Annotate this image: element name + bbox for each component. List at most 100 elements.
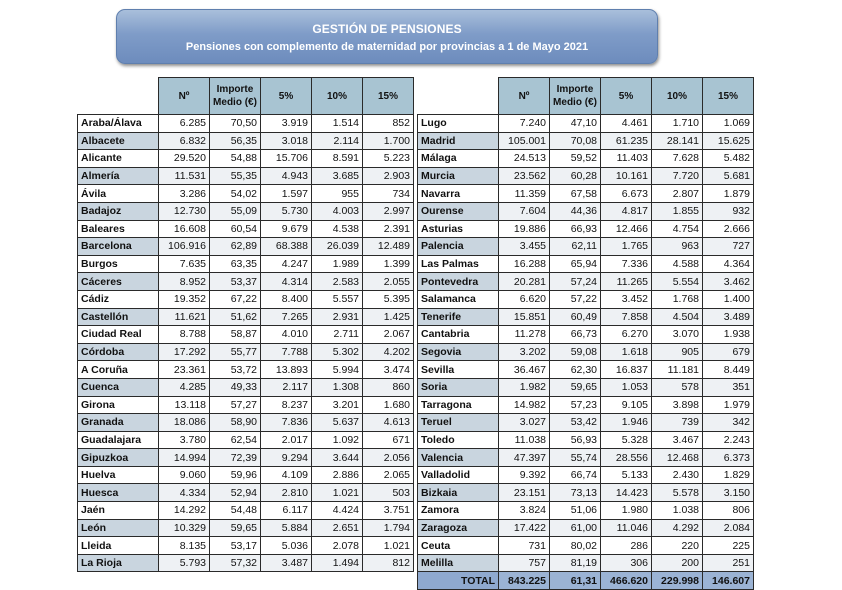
value-cell: 1.700 bbox=[363, 132, 414, 151]
value-cell: 7.628 bbox=[652, 150, 703, 168]
table-header-row: Nº Importe Medio (€) 5% 10% 15% bbox=[417, 77, 754, 115]
value-cell: 55,09 bbox=[210, 202, 261, 221]
province-name-cell: Huesca bbox=[77, 484, 159, 503]
table-row: Cáceres 8.952 53,37 4.314 2.583 2.055 bbox=[77, 273, 414, 291]
value-cell: 3.286 bbox=[159, 185, 210, 203]
value-cell: 53,17 bbox=[210, 537, 261, 555]
table-row: Las Palmas 16.288 65,94 7.336 4.588 4.364 bbox=[417, 255, 754, 274]
province-name-cell: Ávila bbox=[77, 185, 159, 203]
value-cell: 57,22 bbox=[550, 290, 601, 309]
value-cell: 351 bbox=[703, 378, 754, 397]
table-row: Barcelona 106.916 62,89 68.388 26.039 12.489 bbox=[77, 238, 414, 256]
value-cell: 1.794 bbox=[363, 519, 414, 538]
value-cell: 466.620 bbox=[601, 572, 652, 590]
value-cell: 57,32 bbox=[210, 554, 261, 573]
value-cell: 15.706 bbox=[261, 150, 312, 168]
value-cell: 29.520 bbox=[159, 150, 210, 168]
value-cell: 5.793 bbox=[159, 554, 210, 573]
value-cell: 105.001 bbox=[499, 132, 550, 151]
value-cell: 3.644 bbox=[312, 449, 363, 467]
province-name-cell: Palencia bbox=[417, 238, 499, 256]
value-cell: 1.597 bbox=[261, 185, 312, 203]
value-cell: 5.637 bbox=[312, 414, 363, 432]
value-cell: 3.150 bbox=[703, 484, 754, 503]
col-header-10pct: 10% bbox=[652, 77, 703, 115]
value-cell: 806 bbox=[703, 502, 754, 520]
value-cell: 13.118 bbox=[159, 396, 210, 415]
table-row: Cantabria 11.278 66,73 6.270 3.070 1.938 bbox=[417, 326, 754, 344]
table-row: Tarragona 14.982 57,23 9.105 3.898 1.979 bbox=[417, 396, 754, 415]
value-cell: 1.618 bbox=[601, 343, 652, 362]
value-cell: 73,13 bbox=[550, 484, 601, 503]
table-row: Guadalajara 3.780 62,54 2.017 1.092 671 bbox=[77, 431, 414, 450]
value-cell: 36.467 bbox=[499, 361, 550, 379]
value-cell: 1.308 bbox=[312, 378, 363, 397]
table-row: Araba/Álava 6.285 70,50 3.919 1.514 852 bbox=[77, 115, 414, 133]
province-name-cell: Cuenca bbox=[77, 378, 159, 397]
value-cell: 739 bbox=[652, 414, 703, 432]
value-cell: 66,93 bbox=[550, 220, 601, 239]
table-row: Melilla 757 81,19 306 200 251 bbox=[417, 554, 754, 573]
value-cell: 5.730 bbox=[261, 202, 312, 221]
value-cell: 54,88 bbox=[210, 150, 261, 168]
province-name-cell: Melilla bbox=[417, 554, 499, 573]
value-cell: 23.562 bbox=[499, 167, 550, 186]
value-cell: 1.946 bbox=[601, 414, 652, 432]
value-cell: 61,00 bbox=[550, 519, 601, 538]
value-cell: 2.056 bbox=[363, 449, 414, 467]
value-cell: 286 bbox=[601, 537, 652, 555]
value-cell: 1.038 bbox=[652, 502, 703, 520]
value-cell: 18.086 bbox=[159, 414, 210, 432]
value-cell: 4.817 bbox=[601, 202, 652, 221]
value-cell: 4.538 bbox=[312, 220, 363, 239]
value-cell: 6.673 bbox=[601, 185, 652, 203]
value-cell: 62,54 bbox=[210, 431, 261, 450]
value-cell: 2.114 bbox=[312, 132, 363, 151]
value-cell: 12.468 bbox=[652, 449, 703, 467]
table-row: Valladolid 9.392 66,74 5.133 2.430 1.829 bbox=[417, 466, 754, 485]
value-cell: 3.018 bbox=[261, 132, 312, 151]
value-cell: 67,58 bbox=[550, 185, 601, 203]
province-name-cell: Cádiz bbox=[77, 290, 159, 309]
value-cell: 2.117 bbox=[261, 378, 312, 397]
value-cell: 24.513 bbox=[499, 150, 550, 168]
value-cell: 2.243 bbox=[703, 431, 754, 450]
value-cell: 14.994 bbox=[159, 449, 210, 467]
value-cell: 16.608 bbox=[159, 220, 210, 239]
province-name-cell: Jaén bbox=[77, 502, 159, 520]
value-cell: 11.621 bbox=[159, 308, 210, 327]
value-cell: 59,96 bbox=[210, 466, 261, 485]
table-row: Gipuzkoa 14.994 72,39 9.294 3.644 2.056 bbox=[77, 449, 414, 467]
value-cell: 3.027 bbox=[499, 414, 550, 432]
value-cell: 5.223 bbox=[363, 150, 414, 168]
province-name-cell: Murcia bbox=[417, 167, 499, 186]
value-cell: 1.425 bbox=[363, 308, 414, 327]
value-cell: 3.685 bbox=[312, 167, 363, 186]
table-row: Sevilla 36.467 62,30 16.837 11.181 8.449 bbox=[417, 361, 754, 379]
value-cell: 11.278 bbox=[499, 326, 550, 344]
value-cell: 146.607 bbox=[703, 572, 754, 590]
value-cell: 19.886 bbox=[499, 220, 550, 239]
table-row: Valencia 47.397 55,74 28.556 12.468 6.373 bbox=[417, 449, 754, 467]
table-row: A Coruña 23.361 53,72 13.893 5.994 3.474 bbox=[77, 361, 414, 379]
value-cell: 14.982 bbox=[499, 396, 550, 415]
table-row: Girona 13.118 57,27 8.237 3.201 1.680 bbox=[77, 396, 414, 415]
value-cell: 8.788 bbox=[159, 326, 210, 344]
table-row: Ciudad Real 8.788 58,87 4.010 2.711 2.067 bbox=[77, 326, 414, 344]
col-header-line: Importe bbox=[216, 84, 254, 95]
value-cell: 66,74 bbox=[550, 466, 601, 485]
value-cell: 5.554 bbox=[652, 273, 703, 291]
province-name-cell: Soria bbox=[417, 378, 499, 397]
value-cell: 12.730 bbox=[159, 202, 210, 221]
value-cell: 4.754 bbox=[652, 220, 703, 239]
table-row: Málaga 24.513 59,52 11.403 7.628 5.482 bbox=[417, 150, 754, 168]
value-cell: 7.240 bbox=[499, 115, 550, 133]
value-cell: 60,54 bbox=[210, 220, 261, 239]
value-cell: 578 bbox=[652, 378, 703, 397]
table-row: Huelva 9.060 59,96 4.109 2.886 2.065 bbox=[77, 466, 414, 485]
value-cell: 671 bbox=[363, 431, 414, 450]
value-cell: 7.265 bbox=[261, 308, 312, 327]
province-name-cell: Asturias bbox=[417, 220, 499, 239]
value-cell: 2.430 bbox=[652, 466, 703, 485]
value-cell: 6.832 bbox=[159, 132, 210, 151]
